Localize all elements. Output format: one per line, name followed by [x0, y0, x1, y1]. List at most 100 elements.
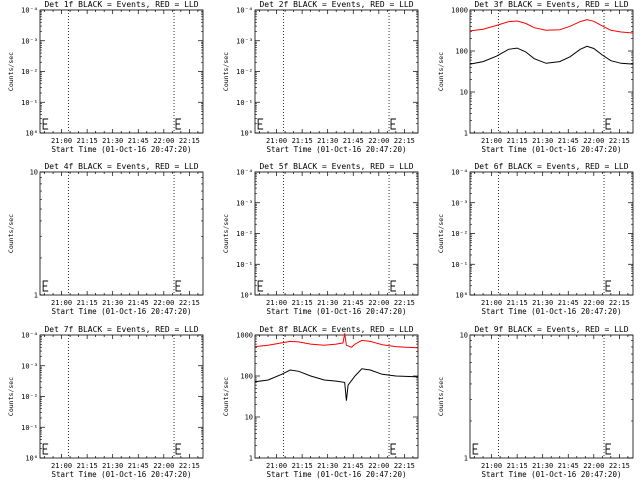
- x-tick-label: 22:00: [153, 137, 174, 145]
- x-tick-label: 21:30: [102, 299, 123, 307]
- panel-det-3: Det 3f BLACK = Events, RED = LLD 21:00 21:…: [437, 0, 634, 154]
- y-tick-label: 10⁻²: [21, 393, 38, 401]
- plot-frame: [254, 171, 419, 296]
- event-marker-e: [42, 443, 49, 455]
- x-axis-label: Start Time (01-Oct-16 20:47:20): [267, 307, 407, 316]
- x-tick-label: 21:30: [102, 137, 123, 145]
- x-tick-label: 21:15: [507, 137, 528, 145]
- y-axis-label: Counts/sec: [222, 52, 230, 91]
- x-tick-label: 21:15: [292, 137, 313, 145]
- x-tick-label: 21:30: [317, 299, 338, 307]
- y-tick-label: 10⁻³: [236, 37, 253, 45]
- event-marker-e: [605, 280, 612, 292]
- plot-frame: [39, 9, 204, 134]
- x-axis-label: Start Time (01-Oct-16 20:47:20): [482, 470, 622, 479]
- plot-frame: [469, 334, 634, 459]
- y-tick-label: 10⁻²: [236, 230, 253, 238]
- event-marker-e: [257, 118, 264, 130]
- event-marker-e: [605, 443, 612, 455]
- x-tick-label: 21:15: [77, 299, 98, 307]
- y-tick-label: 1: [34, 292, 38, 300]
- event-marker-e: [390, 280, 397, 292]
- x-axis-label: Start Time (01-Oct-16 20:47:20): [52, 470, 192, 479]
- x-tick-label: 21:00: [266, 137, 287, 145]
- event-marker-e: [257, 280, 264, 292]
- x-tick-label: 22:15: [394, 137, 415, 145]
- y-tick-label: 10⁰: [240, 292, 253, 300]
- y-tick-label: 10⁻²: [236, 68, 253, 76]
- x-tick-label: 21:45: [343, 299, 364, 307]
- x-axis-label: Start Time (01-Oct-16 20:47:20): [482, 307, 622, 316]
- y-tick-label: 10⁻¹: [21, 424, 38, 432]
- plot-frame: [469, 171, 634, 296]
- plot-frame: [39, 171, 204, 296]
- x-tick-label: 21:00: [51, 299, 72, 307]
- x-tick-label: 22:15: [179, 137, 200, 145]
- x-tick-label: 22:00: [583, 462, 604, 470]
- y-axis-label: Counts/sec: [222, 214, 230, 253]
- panel-title: Det 3f BLACK = Events, RED = LLD: [474, 0, 628, 9]
- plot-frame: [39, 334, 204, 459]
- event-marker-e: [42, 280, 49, 292]
- plot-frame: [254, 334, 419, 459]
- x-axis-label: Start Time (01-Oct-16 20:47:20): [52, 145, 192, 154]
- x-tick-label: 21:00: [481, 137, 502, 145]
- y-tick-label: 10⁻⁴: [236, 169, 253, 177]
- panel-det-9: Det 9f BLACK = Events, RED = LLD 21:00 21:…: [437, 325, 634, 479]
- event-marker-e: [175, 443, 182, 455]
- y-tick-label: 1: [464, 455, 468, 463]
- x-tick-label: 21:15: [507, 299, 528, 307]
- y-tick-label: 10⁻¹: [236, 99, 253, 107]
- x-tick-label: 21:30: [317, 137, 338, 145]
- x-tick-label: 21:45: [558, 462, 579, 470]
- y-axis-label: Counts/sec: [437, 214, 445, 253]
- x-tick-label: 21:00: [266, 299, 287, 307]
- y-tick-label: 10⁰: [240, 130, 253, 138]
- y-tick-label: 10⁰: [25, 455, 38, 463]
- x-tick-label: 21:15: [292, 462, 313, 470]
- y-tick-label: 10⁻¹: [236, 261, 253, 269]
- x-axis-label: Start Time (01-Oct-16 20:47:20): [482, 145, 622, 154]
- x-tick-label: 21:45: [128, 462, 149, 470]
- x-tick-label: 21:00: [51, 462, 72, 470]
- panel-title: Det 1f BLACK = Events, RED = LLD: [44, 0, 198, 9]
- x-tick-label: 21:00: [51, 137, 72, 145]
- x-tick-label: 22:00: [368, 299, 389, 307]
- x-tick-label: 21:30: [532, 462, 553, 470]
- panel-det-4: Det 4f BLACK = Events, RED = LLD 21:00 21:…: [7, 162, 204, 316]
- y-tick-label: 1000: [236, 332, 253, 340]
- x-tick-label: 22:00: [153, 462, 174, 470]
- y-tick-label: 10⁻⁴: [21, 332, 38, 340]
- y-tick-label: 10⁻⁴: [451, 169, 468, 177]
- y-tick-label: 10⁻⁴: [236, 7, 253, 15]
- y-axis-label: Counts/sec: [437, 377, 445, 416]
- x-tick-label: 22:00: [583, 137, 604, 145]
- y-tick-label: 100: [240, 373, 253, 381]
- panel-title: Det 4f BLACK = Events, RED = LLD: [44, 162, 198, 171]
- y-tick-label: 10⁰: [455, 292, 468, 300]
- event-marker-e: [42, 118, 49, 130]
- x-tick-label: 22:15: [179, 462, 200, 470]
- series-events-line: [469, 45, 634, 65]
- panel-det-1: Det 1f BLACK = Events, RED = LLD 21:00 21:…: [7, 0, 204, 154]
- y-tick-label: 1000: [451, 7, 468, 15]
- y-axis-label: Counts/sec: [7, 52, 15, 91]
- x-tick-label: 21:45: [558, 137, 579, 145]
- panel-det-2: Det 2f BLACK = Events, RED = LLD 21:00 21:…: [222, 0, 419, 154]
- x-tick-label: 22:15: [609, 299, 630, 307]
- x-tick-label: 21:45: [128, 299, 149, 307]
- y-tick-label: 10: [460, 89, 468, 97]
- panel-title: Det 7f BLACK = Events, RED = LLD: [44, 325, 198, 334]
- panel-title: Det 8f BLACK = Events, RED = LLD: [259, 325, 413, 334]
- x-tick-label: 21:15: [292, 299, 313, 307]
- y-axis-label: Counts/sec: [7, 214, 15, 253]
- x-tick-label: 21:30: [317, 462, 338, 470]
- panel-title: Det 5f BLACK = Events, RED = LLD: [259, 162, 413, 171]
- y-tick-label: 10⁻³: [451, 199, 468, 207]
- x-tick-label: 21:15: [77, 462, 98, 470]
- y-tick-label: 10: [245, 414, 253, 422]
- y-tick-label: 10⁻¹: [21, 99, 38, 107]
- y-tick-label: 10⁻⁴: [21, 7, 38, 15]
